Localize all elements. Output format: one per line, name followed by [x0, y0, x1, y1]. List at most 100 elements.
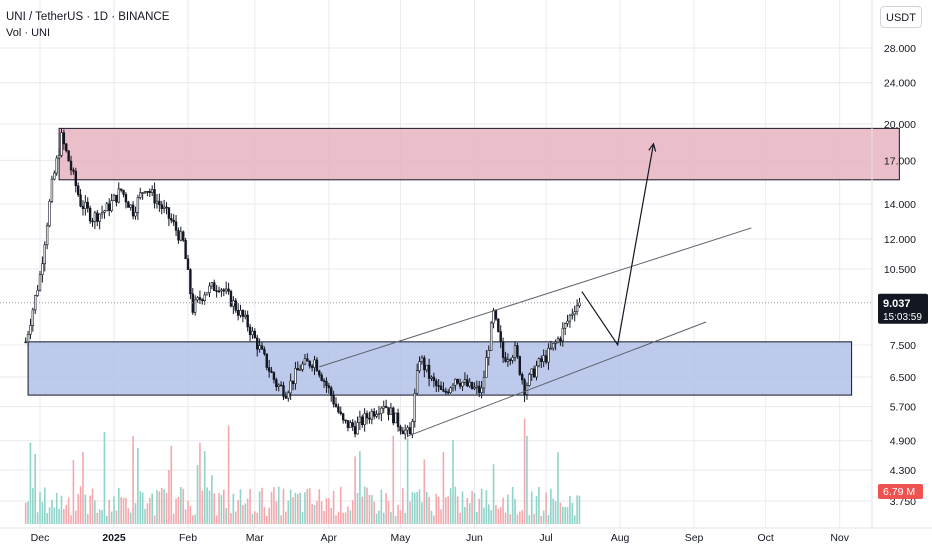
price-tick-label: 28.000	[884, 43, 916, 55]
candle-body	[260, 345, 264, 350]
volume-bar	[125, 497, 127, 524]
volume-bar	[485, 490, 488, 524]
candle-body	[122, 189, 125, 195]
volume-bar	[466, 497, 469, 524]
volume-bar	[363, 486, 366, 524]
volume-bar	[215, 515, 218, 524]
volume-bar	[573, 515, 576, 524]
currency-button[interactable]: USDT	[880, 6, 922, 28]
volume-bar	[440, 509, 442, 524]
volume-bar	[165, 492, 168, 524]
volume-bar	[368, 494, 371, 524]
candle-body	[310, 365, 314, 368]
volume-bar	[569, 495, 571, 524]
volume-bar	[75, 510, 77, 524]
candle-body	[129, 204, 132, 208]
volume-bar	[313, 505, 316, 524]
candle-body	[566, 320, 569, 324]
volume-bar	[483, 507, 485, 524]
candle-body	[399, 426, 402, 432]
candle-body	[287, 392, 290, 399]
volume-bar	[175, 498, 177, 524]
candle-body	[167, 207, 171, 219]
candle-body	[53, 172, 56, 180]
candle-body	[146, 191, 149, 193]
time-tick-label: Nov	[830, 532, 849, 544]
candle-body	[411, 421, 414, 435]
volume-bar	[545, 492, 547, 524]
candle-body	[396, 412, 400, 428]
candle-body	[43, 244, 46, 265]
volume-bar	[349, 510, 352, 524]
volume-bar	[416, 492, 418, 524]
volume-bar	[230, 513, 232, 524]
volume-bar	[468, 503, 471, 524]
price-tick-label: 4.300	[890, 465, 916, 477]
candle-body	[272, 372, 276, 380]
volume-bar	[316, 500, 318, 524]
volume-bar	[77, 494, 79, 524]
candle-body	[430, 376, 433, 379]
volume-bar	[478, 498, 481, 524]
candle-body	[98, 213, 101, 222]
candle-body	[437, 385, 440, 387]
volume-bar	[504, 512, 507, 524]
symbol-title[interactable]: UNI / TetherUS · 1D · BINANCE	[6, 11, 170, 23]
candle-body	[444, 390, 448, 393]
candle-body	[110, 200, 113, 211]
candle-body	[571, 313, 574, 316]
candle-body	[556, 338, 560, 343]
volume-bar	[452, 439, 454, 524]
candle-body	[552, 343, 555, 349]
candle-body	[67, 150, 70, 162]
candle-body	[530, 368, 533, 375]
channel-lower-line	[407, 321, 707, 437]
candle-body	[330, 387, 333, 396]
volume-legend[interactable]: Vol · UNI	[6, 27, 51, 39]
volume-bar	[82, 451, 84, 524]
volume-bar	[304, 492, 306, 524]
time-tick-label: May	[391, 532, 412, 544]
volume-bar	[413, 492, 416, 524]
time-tick-label: Feb	[179, 532, 197, 544]
candle-body	[363, 413, 366, 426]
volume-bar	[249, 488, 251, 524]
candle-body	[544, 355, 548, 363]
candle-body	[549, 347, 553, 350]
volume-bar	[325, 498, 328, 524]
candle-body	[41, 263, 44, 276]
candle-body	[423, 357, 426, 371]
candle-body	[201, 299, 204, 301]
candle-body	[501, 341, 505, 358]
candle-body	[377, 413, 381, 415]
candle-body	[478, 385, 481, 393]
candle-body	[279, 384, 283, 387]
volume-bar	[187, 500, 189, 524]
candle-body	[509, 359, 512, 361]
candle-body	[108, 203, 111, 211]
volume-bar	[487, 504, 490, 524]
volume-bar	[182, 488, 185, 524]
candle-body	[356, 422, 359, 435]
candle-body	[222, 289, 226, 292]
candle-body	[389, 407, 393, 415]
candle-body	[72, 169, 75, 172]
candle-body	[119, 188, 123, 191]
candle-body	[84, 201, 87, 209]
volume-bar	[55, 492, 58, 524]
candle-body	[69, 160, 73, 171]
volume-bar	[117, 487, 120, 524]
volume-bar	[576, 495, 578, 524]
volume-bar	[196, 465, 199, 524]
candle-body	[170, 218, 173, 221]
candle-body	[461, 381, 464, 387]
candle-body	[277, 384, 280, 388]
volume-bar	[189, 505, 192, 524]
volume-bar	[168, 470, 170, 524]
candle-body	[492, 309, 495, 324]
volume-bar	[511, 486, 514, 524]
candle-body	[210, 282, 214, 287]
candle-body	[267, 367, 271, 372]
